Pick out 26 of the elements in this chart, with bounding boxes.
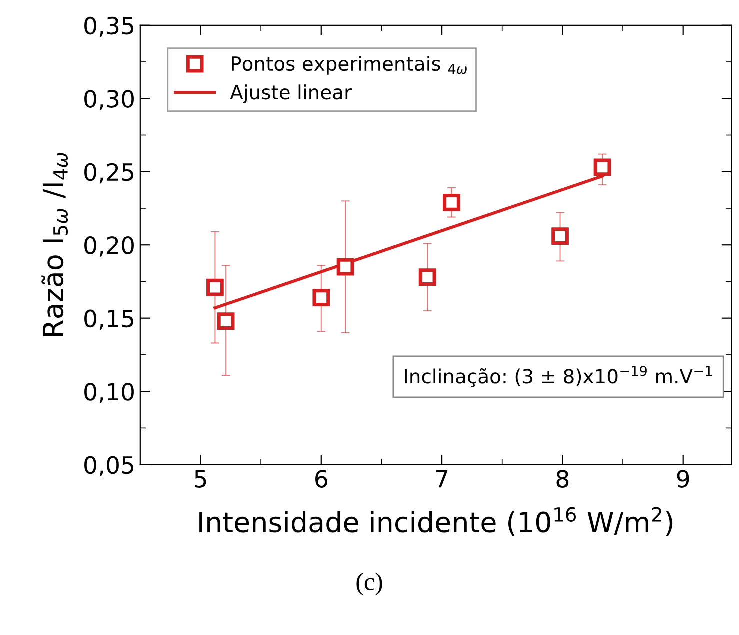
- point: [594, 158, 612, 176]
- text: (c): [356, 572, 382, 596]
- point: [552, 228, 569, 245]
- y-tick-label: 0,10: [84, 383, 134, 404]
- y-tick-label: 0,20: [84, 236, 134, 257]
- point: [312, 289, 330, 307]
- y-tick-label: 0,25: [84, 163, 134, 184]
- point: [336, 258, 354, 276]
- y-tick-label: 0,15: [84, 310, 134, 330]
- x-tick-label: 6: [316, 470, 328, 488]
- y-tick-label: 0,30: [84, 90, 134, 110]
- legend-label: Ajuste linear: [230, 84, 352, 104]
- point: [206, 278, 224, 296]
- annotation: Inclinação: (3 ± 8)x10$^{−19}$ m.V$^{−1}$: [405, 366, 712, 388]
- x-tick-label: 7: [436, 470, 448, 488]
- point: [217, 312, 235, 330]
- x-tick-label: 5: [195, 470, 206, 488]
- x-axis-title: Intensidade incidente (10$^{16}$ W/m$^{2}$): [200, 507, 673, 536]
- y-tick-label: 0,35: [84, 16, 134, 38]
- legend-label: Pontos experimentais $_{4ω}$: [232, 56, 467, 75]
- y-tick-label: 0,05: [84, 456, 134, 477]
- point: [418, 268, 436, 286]
- x-tick-label: 9: [677, 470, 690, 488]
- y-axis-title: Razão I$_{5ω}$ /I$_{4ω}$: [42, 153, 68, 336]
- point: [443, 194, 460, 212]
- x-tick-label: 8: [556, 470, 569, 488]
